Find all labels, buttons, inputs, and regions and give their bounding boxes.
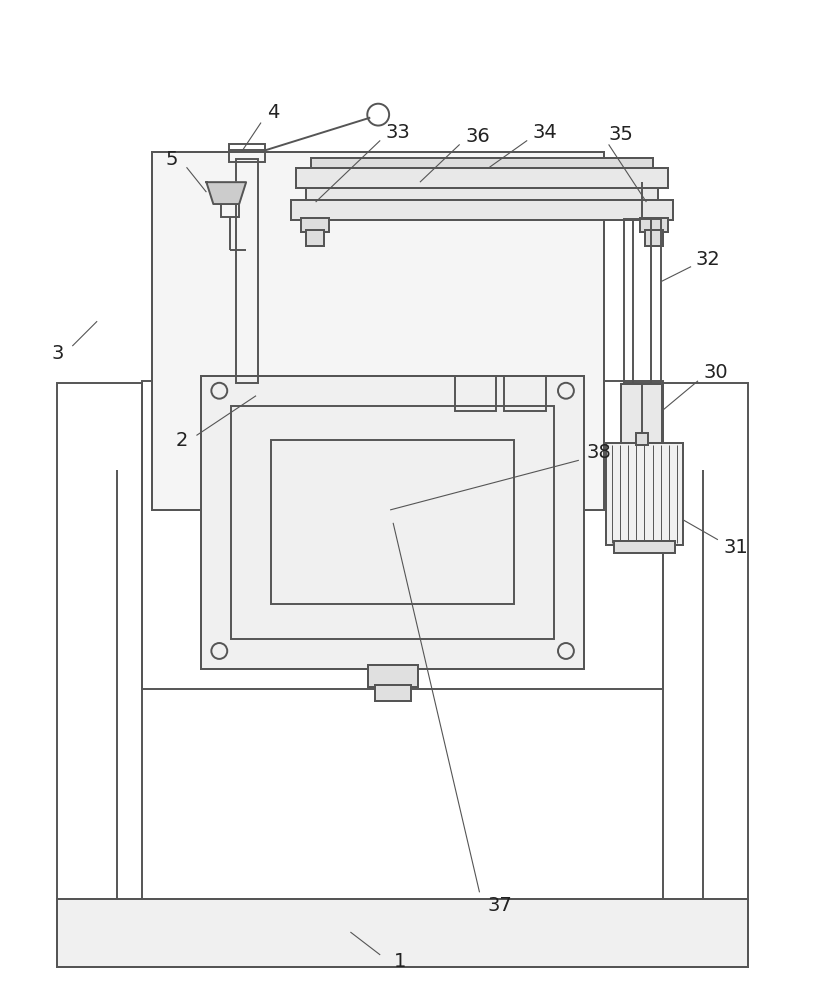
Text: 5: 5 [165, 150, 178, 169]
Text: 35: 35 [609, 125, 633, 144]
Text: 33: 33 [386, 123, 410, 142]
Bar [291, 200, 673, 220]
Bar [201, 376, 584, 669]
Text: 2: 2 [175, 431, 188, 450]
Bar [375, 685, 411, 701]
Bar [221, 202, 239, 217]
Text: 3: 3 [52, 344, 64, 363]
Bar [455, 376, 496, 411]
Bar [57, 899, 748, 967]
Bar [621, 384, 663, 445]
Text: 37: 37 [487, 896, 512, 915]
Bar [142, 381, 663, 689]
Bar [296, 168, 668, 188]
Text: 30: 30 [704, 363, 728, 382]
Text: 36: 36 [465, 127, 490, 146]
Bar [623, 219, 661, 383]
Bar [305, 230, 324, 246]
Bar [369, 665, 418, 687]
Text: 34: 34 [532, 123, 558, 142]
Bar [606, 443, 683, 545]
Bar [375, 685, 411, 701]
Bar [57, 383, 142, 899]
Bar [310, 158, 654, 168]
Text: 38: 38 [586, 443, 611, 462]
Bar [229, 144, 265, 152]
Text: 1: 1 [394, 952, 406, 971]
Bar [640, 218, 668, 232]
Bar [57, 899, 748, 967]
Bar [291, 200, 673, 220]
Bar [621, 384, 663, 445]
Text: 4: 4 [267, 103, 279, 122]
Bar [305, 230, 324, 246]
Bar [636, 433, 649, 445]
Bar [613, 541, 675, 553]
Bar [305, 188, 658, 200]
Bar [663, 383, 748, 899]
Bar [152, 152, 604, 510]
Bar [231, 406, 554, 639]
Polygon shape [206, 182, 247, 204]
Bar [301, 218, 328, 232]
Bar [606, 443, 683, 545]
Bar [369, 665, 418, 687]
Bar [236, 159, 258, 383]
Bar [301, 218, 328, 232]
Bar [645, 230, 663, 246]
Bar [271, 440, 514, 604]
Bar [636, 433, 649, 445]
Bar [305, 188, 658, 200]
Bar [640, 218, 668, 232]
Text: 32: 32 [695, 250, 721, 269]
Bar [310, 158, 654, 168]
Bar [152, 152, 604, 510]
Bar [613, 541, 675, 553]
Bar [505, 376, 546, 411]
Bar [201, 376, 584, 669]
Bar [645, 230, 663, 246]
Bar [229, 150, 265, 162]
Text: 31: 31 [723, 538, 748, 557]
Bar [296, 168, 668, 188]
